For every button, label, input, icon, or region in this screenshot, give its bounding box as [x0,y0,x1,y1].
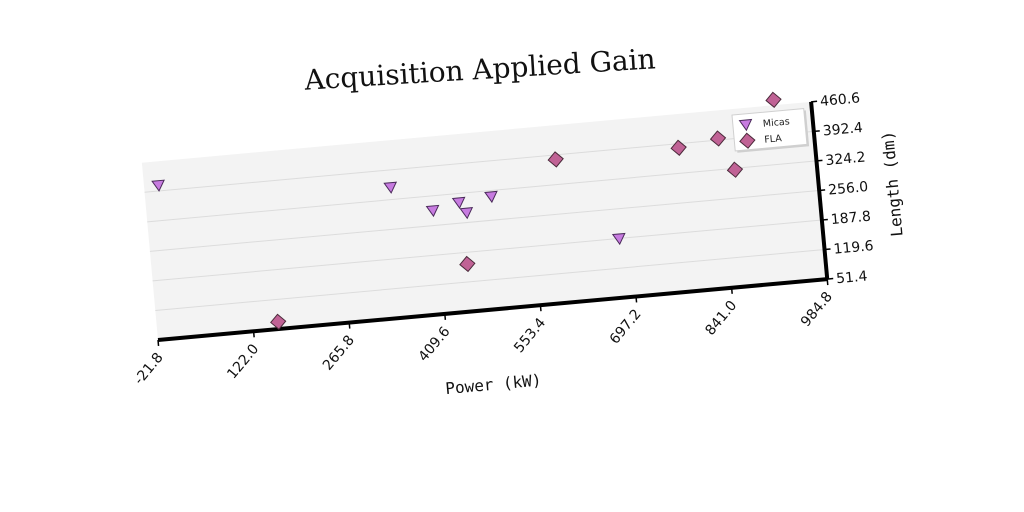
fla-point [765,91,782,109]
fla-point [709,130,727,147]
legend-marker-fla [739,132,756,149]
y-tick-label: 256.0 [827,179,868,199]
grid-line [149,189,820,252]
x-tick-label: 841.0 [702,298,740,339]
x-tick-label: 697.2 [607,306,645,347]
x-axis-line [157,277,828,342]
y-axis-label: Length (dm) [878,130,907,237]
data-points [151,91,782,330]
x-tick-mark [826,279,829,286]
micas-point [383,181,398,194]
micas-point [151,179,165,192]
micas-point [425,204,440,218]
grid-lines [144,130,825,311]
y-tick-label: 324.2 [825,149,866,169]
x-tick-label: 409.6 [416,324,454,365]
micas-point [611,232,626,246]
x-tick-label: 553.4 [511,315,549,356]
grid-line [147,160,817,223]
grid-line [155,249,825,311]
x-tick-label: -21.8 [131,350,166,388]
micas-point [484,190,498,204]
x-tick-label: 122.0 [224,341,262,382]
y-tick-label: 119.6 [833,238,874,258]
micas-point [459,207,474,220]
fla-point [726,161,744,178]
legend-marker-micas [738,118,753,132]
micas-point [451,196,466,210]
x-tick-label: 265.8 [320,332,358,373]
legend-label-micas: Micas [762,116,790,129]
y-tick-label: 392.4 [822,120,863,140]
x-tick-label: 984.8 [798,289,836,330]
chart-title: Acquisition Applied Gain [303,42,657,96]
fla-point [670,139,687,156]
axes [157,100,834,347]
y-tick-label: 51.4 [836,268,869,287]
y-axis-line [809,101,830,280]
fla-point [459,255,476,273]
y-tick-label: 187.8 [830,209,871,229]
legend-label-fla: FLA [764,133,783,146]
grid-line [144,130,814,193]
fla-point [547,151,564,168]
plot-area: 51.4 119.6 187.8 256.0 324.2 392.4 460.6 -21.8 1… [131,90,907,398]
fla-point [270,313,287,330]
legend: Micas FLA [731,107,810,153]
x-axis-label: Power (kW) [445,370,543,398]
grid-line [152,219,822,282]
y-tick-label: 460.6 [819,90,860,110]
